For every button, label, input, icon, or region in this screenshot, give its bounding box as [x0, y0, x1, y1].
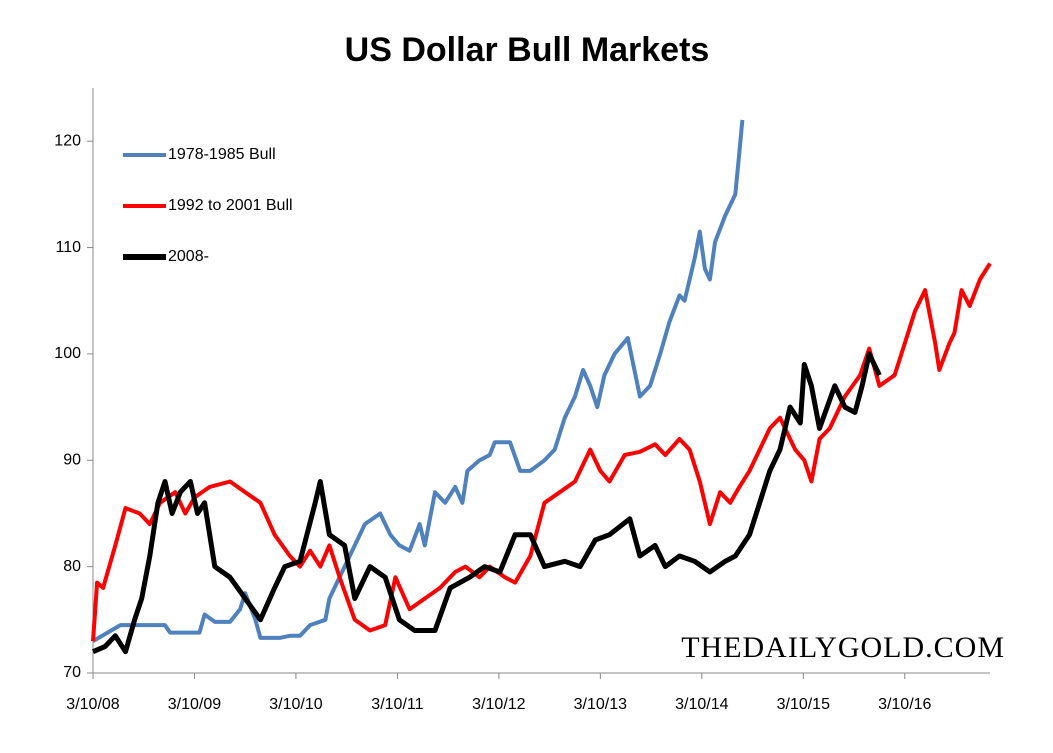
x-tick-label: 3/10/10: [269, 696, 322, 713]
chart-title: US Dollar Bull Markets: [345, 31, 710, 69]
x-tick-label: 3/10/12: [472, 696, 525, 713]
legend-label: 1978-1985 Bull: [168, 146, 276, 163]
y-tick-label: 110: [55, 239, 81, 256]
x-tick-label: 3/10/16: [878, 696, 931, 713]
x-tick-label: 3/10/13: [574, 696, 627, 713]
legend-label: 2008-: [168, 248, 209, 265]
y-tick-label: 70: [63, 664, 81, 681]
series-line: [91, 262, 992, 642]
x-tick-label: 3/10/09: [168, 696, 221, 713]
y-tick-label: 90: [63, 451, 81, 468]
legend-label: 1992 to 2001 Bull: [168, 197, 293, 214]
series-line: [92, 351, 882, 655]
watermark: THEDAILYGOLD.COM: [681, 631, 1005, 664]
x-tick-label: 3/10/08: [66, 696, 119, 713]
x-tick-label: 3/10/15: [777, 696, 830, 713]
x-tick-label: 3/10/14: [675, 696, 728, 713]
y-tick-label: 100: [54, 345, 81, 362]
y-tick-label: 80: [63, 558, 81, 575]
x-tick-label: 3/10/11: [371, 696, 423, 713]
y-tick-label: 120: [54, 132, 81, 149]
